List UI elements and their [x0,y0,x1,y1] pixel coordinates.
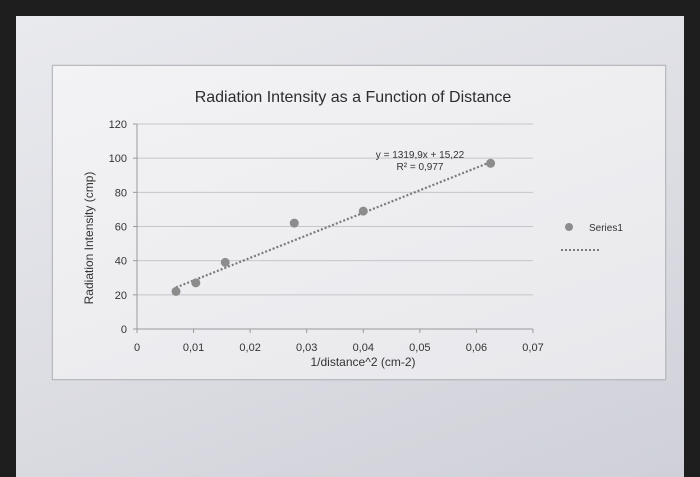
x-tick-label: 0,01 [183,342,204,354]
x-tick-labels: 0 0,01 0,02 0,03 0,04 0,05 0,06 0,07 [134,329,544,354]
y-tick-labels: 0 20 40 60 80 100 120 [109,119,137,336]
x-tick-label: 0,02 [239,342,260,354]
x-axis-label: 1/distance^2 (cm-2) [311,355,416,369]
data-point [358,206,368,216]
x-tick-label: 0,04 [353,342,374,354]
y-tick-label: 100 [109,153,127,165]
y-tick-label: 0 [121,324,127,336]
trendline [175,161,491,289]
x-tick-label: 0,07 [522,342,543,354]
legend-label: Series1 [589,223,623,234]
data-point [486,158,496,168]
y-axis-label: Radiation Intensity (cmp) [82,172,96,305]
x-tick-label: 0,05 [409,342,430,354]
scatter-chart: 0 20 40 60 80 100 120 0 0,01 0,02 0,03 0,04 0,05 0,0… [82,89,623,369]
y-tick-label: 80 [115,187,127,199]
data-points [171,158,496,296]
trendline-group [175,161,491,289]
x-tick-label: 0 [134,342,140,354]
legend-marker [565,223,573,231]
legend: Series1 [561,223,623,251]
trendline-r-squared: R² = 0,977 [397,162,444,173]
y-tick-label: 120 [109,119,127,131]
trendline-equation: y = 1319,9x + 15,22 [376,150,465,161]
y-tick-label: 40 [115,256,127,268]
x-tick-label: 0,03 [296,342,317,354]
chart-card: 0 20 40 60 80 100 120 0 0,01 0,02 0,03 0,04 0,05 0,0… [52,65,666,380]
chart-title: Radiation Intensity as a Function of Dis… [195,89,512,106]
gridlines [137,123,533,296]
data-point [289,218,299,228]
data-point [191,278,201,288]
y-tick-label: 20 [115,290,127,302]
x-tick-label: 0,06 [466,342,487,354]
data-point [220,257,230,267]
data-point [171,286,181,296]
y-tick-label: 60 [115,222,127,234]
